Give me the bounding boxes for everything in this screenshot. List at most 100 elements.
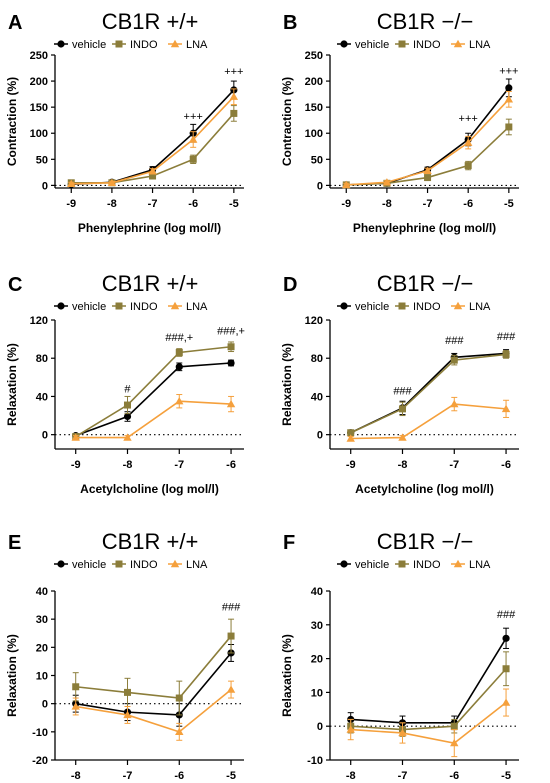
y-tick-label: 100 [30,128,48,140]
y-tick-label: 0 [42,430,48,442]
data-point-indo [189,155,197,163]
data-point-indo [502,350,510,358]
data-point-lna [346,434,355,442]
legend-label-indo: INDO [130,559,158,571]
data-point-indo [450,722,458,730]
y-tick-label: 0 [317,721,323,733]
panel-b: B CB1R −/− vehicle INDO LNA 0 50 100 150 200 250 -9… [280,9,519,235]
significance-annotation: ### [393,386,412,398]
data-point-lna [423,166,432,174]
legend-marker-vehicle [340,302,348,310]
data-point-indo [505,123,513,131]
data-point-lna [107,178,117,186]
data-point-lna [123,710,132,719]
data-point-lna [342,180,351,189]
y-tick-label: 150 [305,102,323,114]
x-tick-label: -9 [346,459,356,471]
data-point-indo [72,683,80,691]
data-point-indo [464,162,472,170]
panel-a: A CB1R +/+ vehicle INDO LNA 0 50 100 150 200 250 -9… [5,9,244,235]
y-tick-label: 150 [30,102,48,114]
x-tick-label: -9 [71,459,81,471]
y-tick-label: 20 [311,654,323,666]
legend-marker-indo [398,560,406,568]
legend-marker-lna [170,301,180,310]
y-tick-label: 30 [36,614,48,626]
data-point-indo [230,109,238,117]
legend-label-lna: LNA [186,559,208,571]
chart-title: CB1R +/+ [102,9,199,34]
y-axis-label: Contraction (%) [280,77,294,166]
data-point-indo [175,694,183,702]
x-tick-label: -6 [449,770,459,782]
data-point-lna [450,399,459,408]
significance-annotation: ### [445,335,464,347]
significance-annotation: ### [497,609,516,621]
data-point-lna [382,178,392,186]
legend-marker-lna [453,559,463,568]
legend-marker-indo [398,302,406,310]
legend-label-indo: INDO [413,559,441,571]
x-tick-label: -5 [504,198,514,210]
panel-letter: F [283,532,295,554]
data-point-vehicle [123,412,132,421]
data-point-vehicle [227,359,235,367]
x-tick-label: -7 [174,459,184,471]
x-tick-label: -8 [382,198,392,210]
y-tick-label: 0 [317,180,323,192]
data-point-indo [149,172,157,180]
series-line-vehicle [75,362,232,437]
y-axis-label: Relaxation (%) [280,343,294,426]
x-axis-label: Phenylephrine (log mol/l) [353,221,496,235]
legend-label-lna: LNA [469,301,491,313]
legend-label-vehicle: vehicle [72,301,106,313]
x-tick-label: -8 [123,459,133,471]
panel-letter: D [283,274,297,296]
series-line-indo [75,635,232,699]
legend-marker-vehicle [340,40,348,48]
data-point-indo [347,429,355,437]
legend-marker-indo [115,302,123,310]
panel-f: F CB1R −/− vehicle INDO LNA -10 0 10 20 30 40 -8 -7 -… [280,529,519,782]
legend-label-indo: INDO [413,301,441,313]
x-tick-label: -5 [226,770,236,782]
x-tick-label: -9 [66,198,76,210]
series-line-lna [75,688,232,733]
panel-c: C CB1R +/+ vehicle INDO LNA 0 40 80 120 -9 -8 -7 -6 A… [5,271,245,496]
data-point-vehicle [175,363,183,371]
data-point-lna [450,738,459,747]
x-tick-label: -7 [148,198,158,210]
panel-letter: A [8,12,22,34]
series-line-lna [350,403,507,440]
data-point-indo [502,665,510,673]
legend-label-indo: INDO [130,39,158,51]
y-tick-label: -10 [307,755,323,767]
y-tick-label: 50 [311,154,323,166]
y-tick-label: 250 [305,50,323,62]
chart-title: CB1R −/− [377,271,474,296]
y-tick-label: 200 [30,76,48,88]
y-tick-label: 10 [36,671,48,683]
data-point-lna [71,702,80,710]
data-point-lna [175,727,184,736]
legend-marker-vehicle [57,560,65,568]
legend-marker-indo [398,40,406,48]
panel-letter: B [283,12,297,34]
legend-marker-lna [170,559,180,568]
y-tick-label: 30 [311,620,323,632]
y-axis-label: Contraction (%) [5,77,19,166]
y-tick-label: 120 [30,315,48,327]
data-point-lna [123,433,132,441]
legend-label-vehicle: vehicle [355,39,389,51]
y-tick-label: 40 [36,391,48,403]
data-point-lna [398,433,407,441]
x-tick-label: -8 [398,459,408,471]
legend-label-lna: LNA [186,301,208,313]
data-point-indo [424,174,432,182]
legend-label-vehicle: vehicle [72,39,106,51]
series-line-vehicle [75,652,232,716]
significance-annotation: ###,+ [165,332,193,344]
legend-marker-vehicle [57,40,65,48]
chart-title: CB1R +/+ [102,271,199,296]
y-tick-label: 80 [36,353,48,365]
